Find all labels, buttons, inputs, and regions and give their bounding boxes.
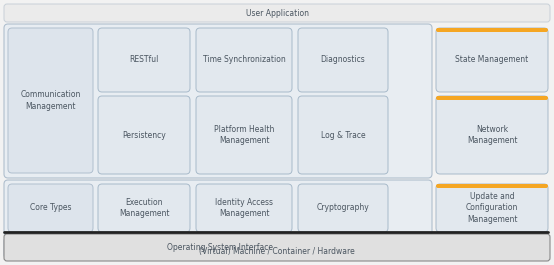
FancyBboxPatch shape	[298, 96, 388, 174]
Text: Time Synchronization: Time Synchronization	[203, 55, 285, 64]
FancyBboxPatch shape	[196, 96, 292, 174]
FancyBboxPatch shape	[436, 28, 548, 32]
FancyBboxPatch shape	[298, 28, 388, 92]
FancyBboxPatch shape	[298, 184, 388, 232]
Bar	[440, 96, 544, 100]
Text: Network
Management: Network Management	[467, 125, 517, 145]
Bar	[440, 184, 544, 188]
Text: Update and
Configuration
Management: Update and Configuration Management	[466, 192, 518, 224]
Text: Execution
Management: Execution Management	[119, 198, 170, 218]
Text: Persistency: Persistency	[122, 130, 166, 139]
FancyBboxPatch shape	[196, 28, 292, 92]
Text: RESTful: RESTful	[129, 55, 158, 64]
FancyBboxPatch shape	[436, 96, 548, 100]
FancyBboxPatch shape	[98, 28, 190, 92]
Text: Communication
Management: Communication Management	[20, 90, 81, 111]
Text: State Management: State Management	[455, 55, 529, 64]
FancyBboxPatch shape	[436, 184, 548, 232]
FancyBboxPatch shape	[8, 184, 93, 232]
FancyBboxPatch shape	[4, 234, 550, 261]
FancyBboxPatch shape	[98, 96, 190, 174]
FancyBboxPatch shape	[196, 184, 292, 232]
FancyBboxPatch shape	[4, 4, 550, 22]
FancyBboxPatch shape	[4, 238, 436, 258]
Text: User Application: User Application	[245, 8, 309, 17]
Text: Platform Health
Management: Platform Health Management	[214, 125, 274, 145]
FancyBboxPatch shape	[4, 180, 432, 236]
Text: Operating System Interface: Operating System Interface	[167, 244, 273, 253]
FancyBboxPatch shape	[436, 28, 548, 92]
Text: Log & Trace: Log & Trace	[321, 130, 365, 139]
FancyBboxPatch shape	[8, 28, 93, 173]
Text: Diagnostics: Diagnostics	[321, 55, 366, 64]
Bar	[440, 28, 544, 32]
Text: (Virtual) Machine / Container / Hardware: (Virtual) Machine / Container / Hardware	[199, 247, 355, 256]
FancyBboxPatch shape	[4, 24, 432, 178]
FancyBboxPatch shape	[98, 184, 190, 232]
Text: Cryptography: Cryptography	[317, 204, 370, 213]
Text: Identity Access
Management: Identity Access Management	[215, 198, 273, 218]
Text: Core Types: Core Types	[30, 204, 71, 213]
FancyBboxPatch shape	[436, 184, 548, 188]
FancyBboxPatch shape	[436, 96, 548, 174]
